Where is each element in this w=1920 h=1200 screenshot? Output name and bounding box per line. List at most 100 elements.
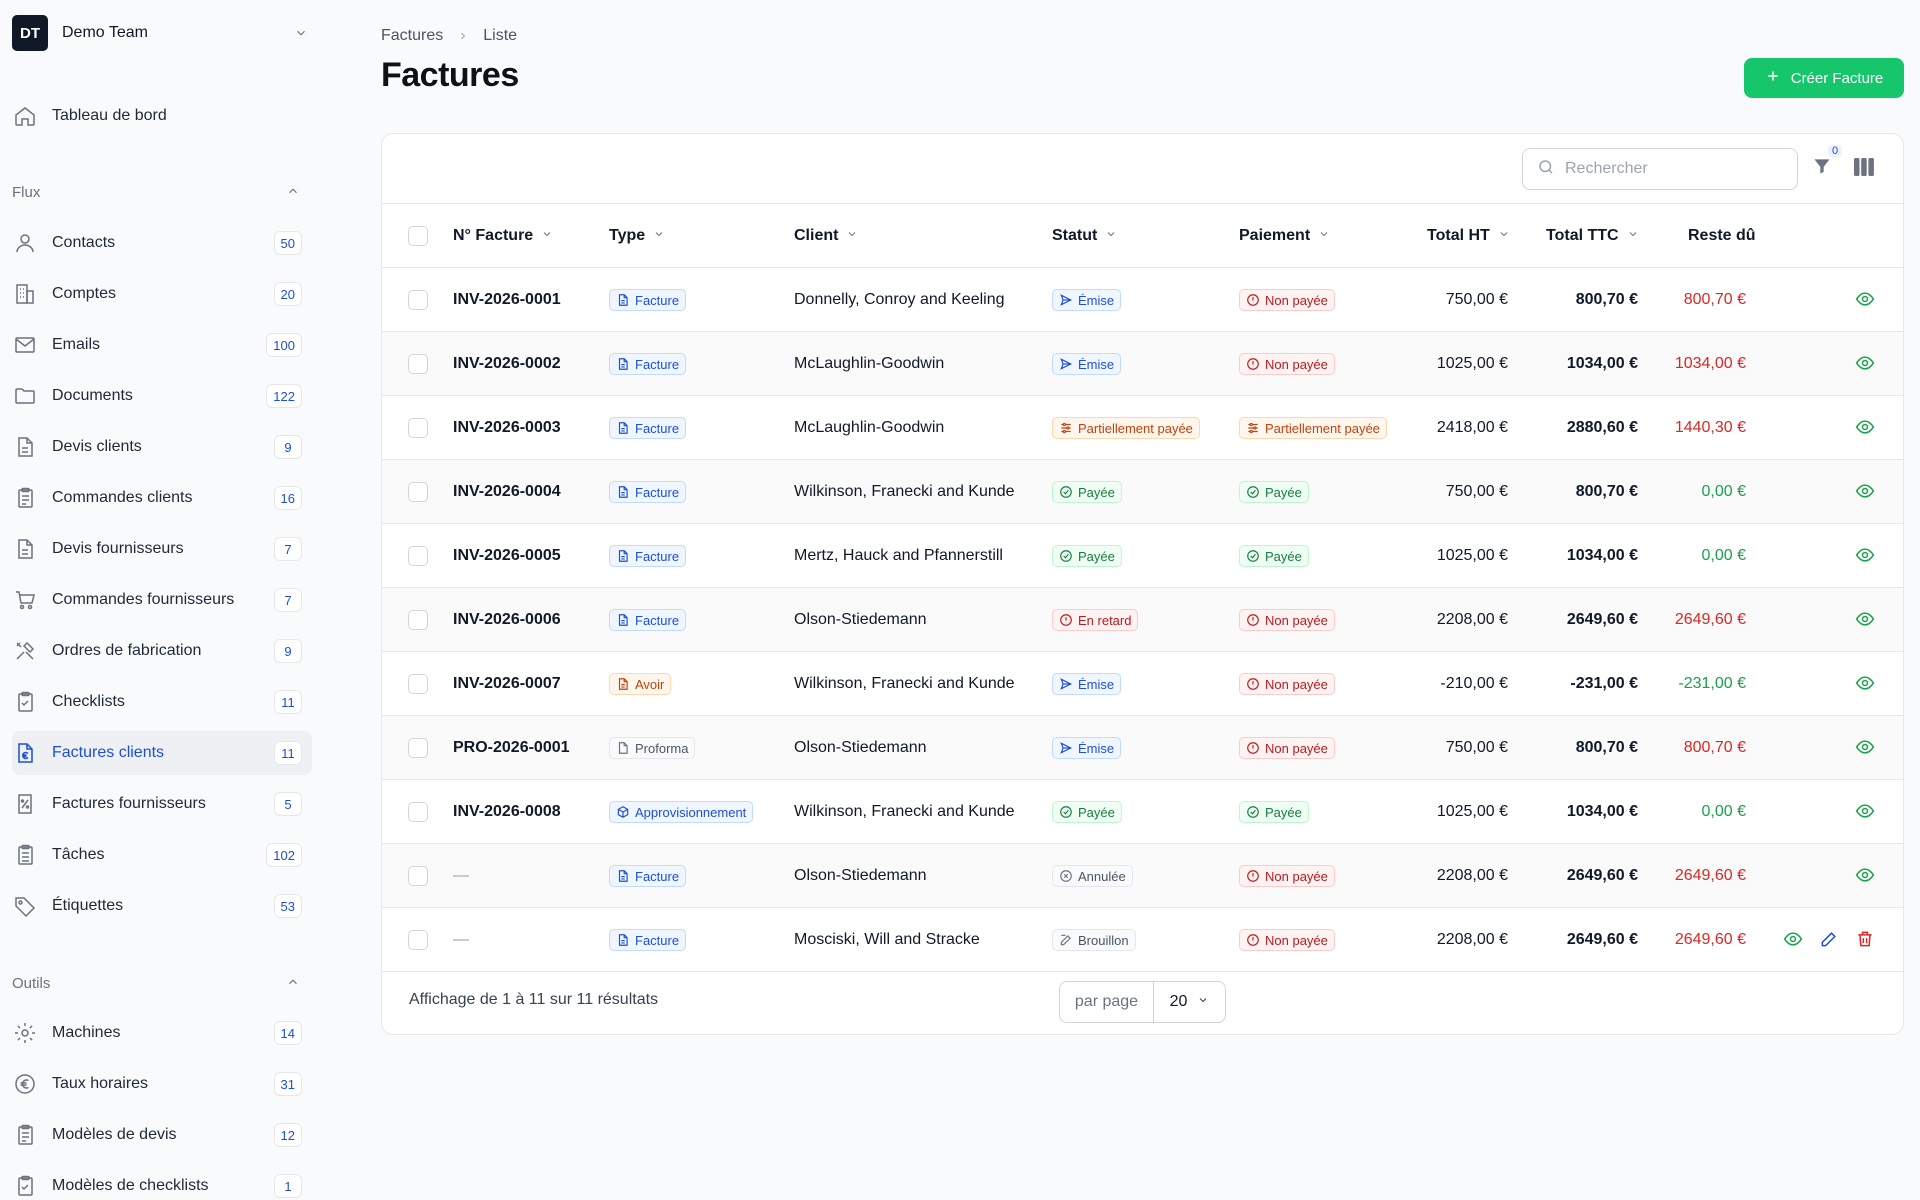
table-row[interactable]: — Facture Mosciski, Will and Stracke Brouil… bbox=[382, 908, 1903, 972]
row-checkbox[interactable] bbox=[408, 354, 428, 374]
create-invoice-label: Créer Facture bbox=[1790, 69, 1884, 87]
view-icon[interactable] bbox=[1783, 929, 1803, 954]
section-outils-toggle[interactable]: Outils bbox=[12, 971, 312, 995]
view-icon[interactable] bbox=[1855, 737, 1875, 762]
table-row[interactable]: INV-2026-0006 Facture Olson-Stiedemann En r… bbox=[382, 588, 1903, 652]
row-checkbox[interactable] bbox=[408, 866, 428, 886]
table-row[interactable]: INV-2026-0007 Avoir Wilkinson, Franecki an… bbox=[382, 652, 1903, 716]
col-type-header[interactable]: Type bbox=[609, 204, 665, 268]
search-box[interactable] bbox=[1522, 148, 1798, 190]
status-badge: Émise bbox=[1052, 737, 1122, 759]
send-icon bbox=[1059, 677, 1073, 691]
breadcrumb: Factures Liste bbox=[381, 27, 517, 45]
filter-icon[interactable] bbox=[1812, 156, 1832, 181]
invoice-number[interactable]: INV-2026-0008 bbox=[453, 803, 561, 820]
view-icon[interactable] bbox=[1855, 417, 1875, 442]
total-ht: -210,00 € bbox=[1440, 675, 1508, 692]
sidebar-item-taux-horaires[interactable]: Taux horaires 31 bbox=[12, 1062, 312, 1106]
view-icon[interactable] bbox=[1855, 673, 1875, 698]
col-invoice-number-header[interactable]: N° Facture bbox=[453, 204, 553, 268]
columns-icon[interactable] bbox=[1854, 158, 1874, 181]
view-icon[interactable] bbox=[1855, 545, 1875, 570]
view-icon[interactable] bbox=[1855, 609, 1875, 634]
invoice-number[interactable]: INV-2026-0004 bbox=[453, 483, 561, 500]
sidebar-item-emails[interactable]: Emails 100 bbox=[12, 323, 312, 367]
view-icon[interactable] bbox=[1855, 801, 1875, 826]
view-icon[interactable] bbox=[1855, 353, 1875, 378]
sidebar-item-checklists[interactable]: Checklists 11 bbox=[12, 680, 312, 724]
sidebar-item-commandes-clients[interactable]: Commandes clients 16 bbox=[12, 476, 312, 520]
row-checkbox[interactable] bbox=[408, 930, 428, 950]
row-checkbox[interactable] bbox=[408, 738, 428, 758]
select-all-checkbox[interactable] bbox=[408, 226, 428, 246]
sidebar-item-dashboard[interactable]: Tableau de bord bbox=[12, 94, 312, 138]
type-badge: Facture bbox=[609, 865, 687, 887]
row-checkbox[interactable] bbox=[408, 482, 428, 502]
search-input[interactable] bbox=[1565, 160, 1785, 178]
team-switcher[interactable]: DT Demo Team bbox=[12, 15, 318, 51]
invoice-number[interactable]: PRO-2026-0001 bbox=[453, 739, 570, 756]
column-label: Total TTC bbox=[1546, 227, 1619, 244]
view-icon[interactable] bbox=[1855, 289, 1875, 314]
table-row[interactable]: INV-2026-0004 Facture Wilkinson, Franecki … bbox=[382, 460, 1903, 524]
sidebar-item-factures-fournisseurs[interactable]: Factures fournisseurs 5 bbox=[12, 782, 312, 826]
sidebar-item--tiquettes[interactable]: Étiquettes 53 bbox=[12, 884, 312, 928]
invoice-number[interactable]: INV-2026-0001 bbox=[453, 291, 561, 308]
sidebar-item-contacts[interactable]: Contacts 50 bbox=[12, 221, 312, 265]
row-checkbox[interactable] bbox=[408, 802, 428, 822]
invoice-number[interactable]: INV-2026-0007 bbox=[453, 675, 561, 692]
row-checkbox[interactable] bbox=[408, 290, 428, 310]
invoice-number[interactable]: INV-2026-0002 bbox=[453, 355, 561, 372]
col-remaining-header: Reste dû bbox=[1688, 204, 1756, 268]
badge-label: Payée bbox=[1265, 548, 1302, 564]
create-invoice-button[interactable]: Créer Facture bbox=[1744, 58, 1904, 98]
table-row[interactable]: INV-2026-0003 Facture McLaughlin-Goodwin Pa… bbox=[382, 396, 1903, 460]
invoice-number[interactable]: INV-2026-0005 bbox=[453, 547, 561, 564]
table-footer: Affichage de 1 à 11 sur 11 résultats par… bbox=[382, 966, 1903, 1034]
table-row[interactable]: INV-2026-0008 Approvisionnement Wilkinson,… bbox=[382, 780, 1903, 844]
sidebar-item-comptes[interactable]: Comptes 20 bbox=[12, 272, 312, 316]
col-total-ht-header[interactable]: Total HT bbox=[1427, 204, 1510, 268]
col-client-header[interactable]: Client bbox=[794, 204, 858, 268]
col-status-header[interactable]: Statut bbox=[1052, 204, 1117, 268]
type-badge: Facture bbox=[609, 289, 687, 311]
invoice-number[interactable]: — bbox=[453, 867, 469, 884]
table-row[interactable]: INV-2026-0001 Facture Donnelly, Conroy and… bbox=[382, 268, 1903, 332]
breadcrumb-item-factures[interactable]: Factures bbox=[381, 27, 444, 44]
per-page-select[interactable]: par page 20 bbox=[1059, 981, 1226, 1023]
row-checkbox[interactable] bbox=[408, 418, 428, 438]
badge-label: Émise bbox=[1078, 676, 1115, 692]
sidebar-item-documents[interactable]: Documents 122 bbox=[12, 374, 312, 418]
sidebar-item-machines[interactable]: Machines 14 bbox=[12, 1011, 312, 1055]
col-total-ttc-header[interactable]: Total TTC bbox=[1546, 204, 1639, 268]
edit-icon[interactable] bbox=[1819, 929, 1839, 954]
sidebar-item-mod-les-de-devis[interactable]: Modèles de devis 12 bbox=[12, 1113, 312, 1157]
sidebar-item-mod-les-de-checklists[interactable]: Modèles de checklists 1 bbox=[12, 1164, 312, 1200]
table-row[interactable]: — Facture Olson-Stiedemann Annulée Non payée… bbox=[382, 844, 1903, 908]
sidebar-item-commandes-fournisseurs[interactable]: Commandes fournisseurs 7 bbox=[12, 578, 312, 622]
sidebar-item-devis-clients[interactable]: Devis clients 9 bbox=[12, 425, 312, 469]
row-checkbox[interactable] bbox=[408, 674, 428, 694]
invoice-number[interactable]: INV-2026-0003 bbox=[453, 419, 561, 436]
type-badge: Facture bbox=[609, 353, 687, 375]
view-icon[interactable] bbox=[1855, 481, 1875, 506]
row-checkbox[interactable] bbox=[408, 610, 428, 630]
invoice-number[interactable]: INV-2026-0006 bbox=[453, 611, 561, 628]
row-checkbox[interactable] bbox=[408, 546, 428, 566]
view-icon[interactable] bbox=[1855, 865, 1875, 890]
per-page-value-dropdown[interactable]: 20 bbox=[1154, 993, 1225, 1011]
sidebar-item-factures-clients[interactable]: Factures clients 11 bbox=[12, 731, 312, 775]
table-row[interactable]: INV-2026-0005 Facture Mertz, Hauck and Pfa… bbox=[382, 524, 1903, 588]
delete-icon[interactable] bbox=[1855, 929, 1875, 954]
clipboard-icon bbox=[12, 485, 38, 511]
client-name: Olson-Stiedemann bbox=[794, 739, 927, 756]
count-badge: 7 bbox=[274, 537, 302, 561]
sidebar-item-t-ches[interactable]: Tâches 102 bbox=[12, 833, 312, 877]
sidebar-item-ordres-de-fabrication[interactable]: Ordres de fabrication 9 bbox=[12, 629, 312, 673]
invoice-number[interactable]: — bbox=[453, 931, 469, 948]
section-flux-toggle[interactable]: Flux bbox=[12, 180, 312, 204]
table-row[interactable]: PRO-2026-0001 Proforma Olson-Stiedemann Émi… bbox=[382, 716, 1903, 780]
sidebar-item-devis-fournisseurs[interactable]: Devis fournisseurs 7 bbox=[12, 527, 312, 571]
col-payment-header[interactable]: Paiement bbox=[1239, 204, 1330, 268]
table-row[interactable]: INV-2026-0002 Facture McLaughlin-Goodwin Ém… bbox=[382, 332, 1903, 396]
